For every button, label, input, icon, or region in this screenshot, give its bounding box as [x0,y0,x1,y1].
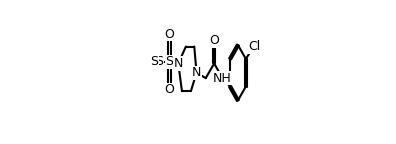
Text: O: O [164,28,174,41]
Text: S: S [166,55,173,68]
Text: N: N [192,66,201,79]
Text: S: S [150,55,158,68]
Text: O: O [209,34,219,47]
Text: S: S [155,55,163,68]
Text: N: N [173,57,183,70]
Text: Cl: Cl [248,40,260,53]
Text: NH: NH [213,72,232,85]
Text: O: O [164,83,174,96]
